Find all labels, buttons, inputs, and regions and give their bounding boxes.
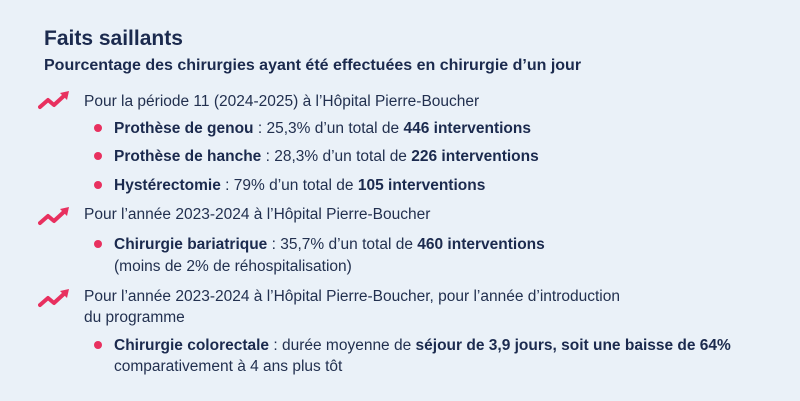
bullet-dot [94, 240, 102, 248]
page-subtitle: Pourcentage des chirurgies ayant été eff… [44, 57, 582, 74]
page-title: Faits saillants [44, 27, 183, 50]
item-emphasis: 226 interventions [411, 148, 539, 165]
bullet-dot [94, 181, 102, 189]
item-label: Hystérectomie [114, 177, 221, 194]
trend-up-icon [38, 207, 69, 225]
list-item: Prothèse de hanche : 28,3% d’un total de… [114, 146, 539, 167]
trend-up-icon [38, 91, 69, 109]
item-text: 79% d’un total de [233, 177, 358, 194]
item-text: durée moyenne de [281, 337, 416, 354]
item-text: 28,3% d’un total de [274, 148, 412, 165]
list-item: Hystérectomie : 79% d’un total de 105 in… [114, 175, 485, 196]
item-separator: : [253, 120, 267, 137]
item-text: 25,3% d’un total de [266, 120, 404, 137]
item-separator: : [267, 236, 281, 253]
section-heading-1: Pour la période 11 (2024-2025) à l’Hôpit… [84, 93, 480, 110]
trend-up-icon [38, 289, 69, 307]
item-emphasis: 105 interventions [357, 177, 486, 194]
item-label: Chirurgie bariatrique [114, 236, 268, 253]
section-heading-3-continuation: du programme [84, 309, 185, 326]
bullet-dot [94, 124, 102, 132]
bullet-dot [94, 152, 102, 160]
section-heading-3: Pour l’année 2023-2024 à l’Hôpital Pierr… [84, 288, 620, 305]
item-emphasis: 460 interventions [417, 236, 545, 253]
item-emphasis: séjour de 3,9 jours, soit une baisse de … [415, 337, 731, 354]
list-item-continuation: (moins de 2% de réhospitalisation) [114, 258, 352, 275]
item-label: Prothèse de genou [114, 120, 254, 137]
list-item-continuation: comparativement à 4 ans plus tôt [114, 358, 343, 375]
list-item: Chirurgie colorectale : durée moyenne de… [114, 335, 731, 356]
section-heading-2: Pour l’année 2023-2024 à l’Hôpital Pierr… [84, 206, 431, 223]
bullet-dot [94, 341, 102, 349]
list-item: Prothèse de genou : 25,3% d’un total de … [114, 118, 531, 139]
item-separator: : [220, 177, 234, 194]
item-text: 35,7% d’un total de [280, 236, 418, 253]
item-separator: : [261, 148, 275, 165]
item-label: Chirurgie colorectale [114, 337, 270, 354]
list-item: Chirurgie bariatrique : 35,7% d’un total… [114, 234, 545, 255]
item-emphasis: 446 interventions [403, 120, 531, 137]
item-label: Prothèse de hanche [114, 148, 262, 165]
item-separator: : [269, 337, 282, 354]
